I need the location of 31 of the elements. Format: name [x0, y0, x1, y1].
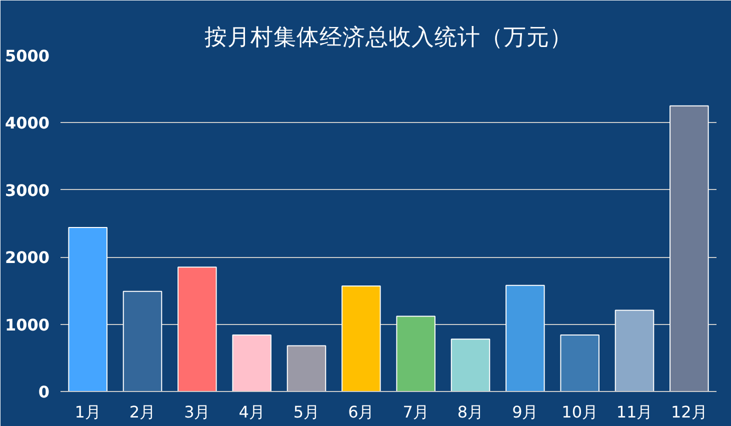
y-tick-label: 4000	[4, 114, 50, 133]
bar	[560, 334, 600, 392]
x-tick-label: 2月	[129, 402, 156, 422]
x-tick-label: 1月	[74, 402, 101, 422]
bar	[396, 316, 436, 392]
bar	[286, 345, 326, 392]
bar	[232, 334, 272, 392]
y-tick-label: 5000	[4, 46, 50, 66]
x-tick-label: 4月	[238, 402, 265, 422]
chart-title: 按月村集体经济总收入统计（万元）	[204, 24, 572, 50]
x-tick-label: 10月	[562, 402, 598, 422]
x-tick-label: 9月	[512, 402, 538, 422]
bar	[342, 285, 381, 392]
y-tick-label: 2000	[4, 248, 50, 268]
x-tick-label: 5月	[293, 402, 320, 422]
bar	[178, 266, 217, 392]
y-tick-label: 0	[38, 382, 50, 402]
bar	[450, 338, 490, 392]
x-tick-label: 6月	[348, 402, 374, 422]
x-tick-label: 3月	[184, 402, 210, 422]
bar	[506, 284, 545, 392]
bar	[670, 105, 709, 392]
x-tick-label: 12月	[670, 402, 708, 422]
bar	[122, 290, 162, 392]
y-tick-label: 3000	[4, 180, 50, 200]
x-tick-label: 11月	[616, 402, 653, 422]
x-tick-label: 8月	[457, 402, 484, 422]
y-tick-label: 1000	[4, 315, 50, 334]
bar	[614, 310, 654, 392]
bar	[68, 227, 108, 392]
x-tick-label: 7月	[402, 402, 429, 422]
